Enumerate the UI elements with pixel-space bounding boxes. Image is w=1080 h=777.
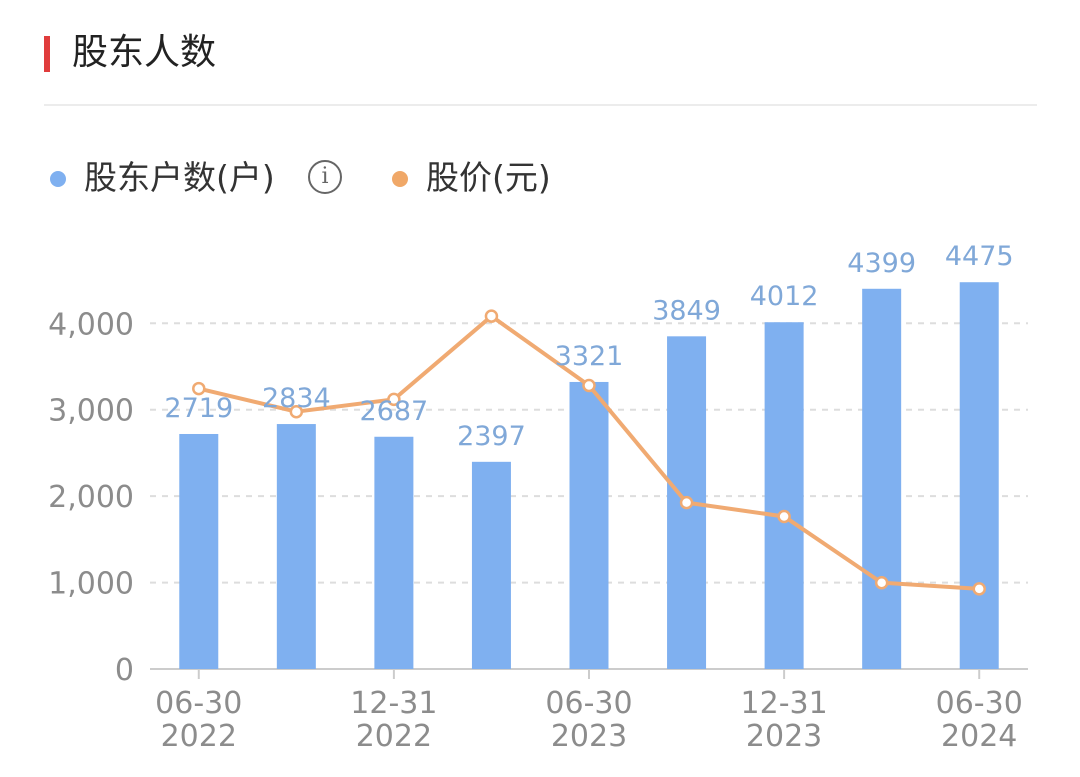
y-tick-label: 2,000 [48, 480, 134, 515]
bar [179, 433, 219, 669]
legend-label-price: 股价(元) [426, 158, 551, 197]
bar-value-label: 2687 [360, 396, 429, 427]
bar-value-label: 3849 [652, 295, 721, 326]
price-point [484, 309, 499, 323]
price-point [582, 378, 596, 393]
bar [862, 288, 902, 669]
x-tick-label: 2023 [746, 719, 822, 754]
x-tick-label: 2023 [551, 719, 627, 754]
price-point [289, 404, 304, 419]
bar-value-label: 2719 [164, 393, 233, 424]
y-tick-label: 0 [115, 653, 134, 688]
bar-value-label: 4475 [945, 241, 1014, 272]
legend-dot-price [392, 171, 408, 187]
bar-value-label: 2397 [457, 421, 526, 452]
bar [276, 424, 316, 669]
y-tick-label: 3,000 [48, 394, 134, 429]
section-title: 股东人数 [72, 32, 217, 73]
x-tick-label: 2022 [356, 719, 432, 754]
bar [959, 282, 999, 669]
bar-value-label: 2834 [262, 383, 331, 414]
x-tick-label: 2022 [161, 719, 237, 754]
x-tick-label: 06-30 [545, 686, 632, 721]
y-tick-label: 1,000 [48, 567, 134, 602]
bar [374, 436, 414, 669]
bar-value-label: 3321 [555, 341, 624, 372]
bar [764, 322, 804, 669]
price-point [972, 582, 986, 596]
x-tick-label: 12-31 [741, 686, 828, 721]
price-point [874, 575, 889, 590]
y-tick-label: 4,000 [48, 307, 134, 342]
info-icon[interactable]: i [308, 160, 342, 194]
price-point [387, 392, 401, 407]
header-divider [44, 104, 1037, 106]
legend-dot-holders [50, 171, 66, 187]
price-point [192, 381, 206, 396]
bar-value-label: 4012 [750, 281, 819, 312]
bar [569, 381, 609, 669]
x-tick-label: 06-30 [936, 686, 1023, 721]
x-tick-label: 06-30 [155, 686, 242, 721]
x-tick-label: 12-31 [350, 686, 437, 721]
bar [471, 461, 511, 669]
legend-label-holders: 股东户数(户) [84, 158, 275, 197]
price-point [777, 509, 791, 524]
price-point [679, 495, 694, 510]
accent-bar [44, 36, 50, 72]
x-tick-label: 2024 [941, 719, 1017, 754]
bar-value-label: 4399 [847, 248, 916, 279]
